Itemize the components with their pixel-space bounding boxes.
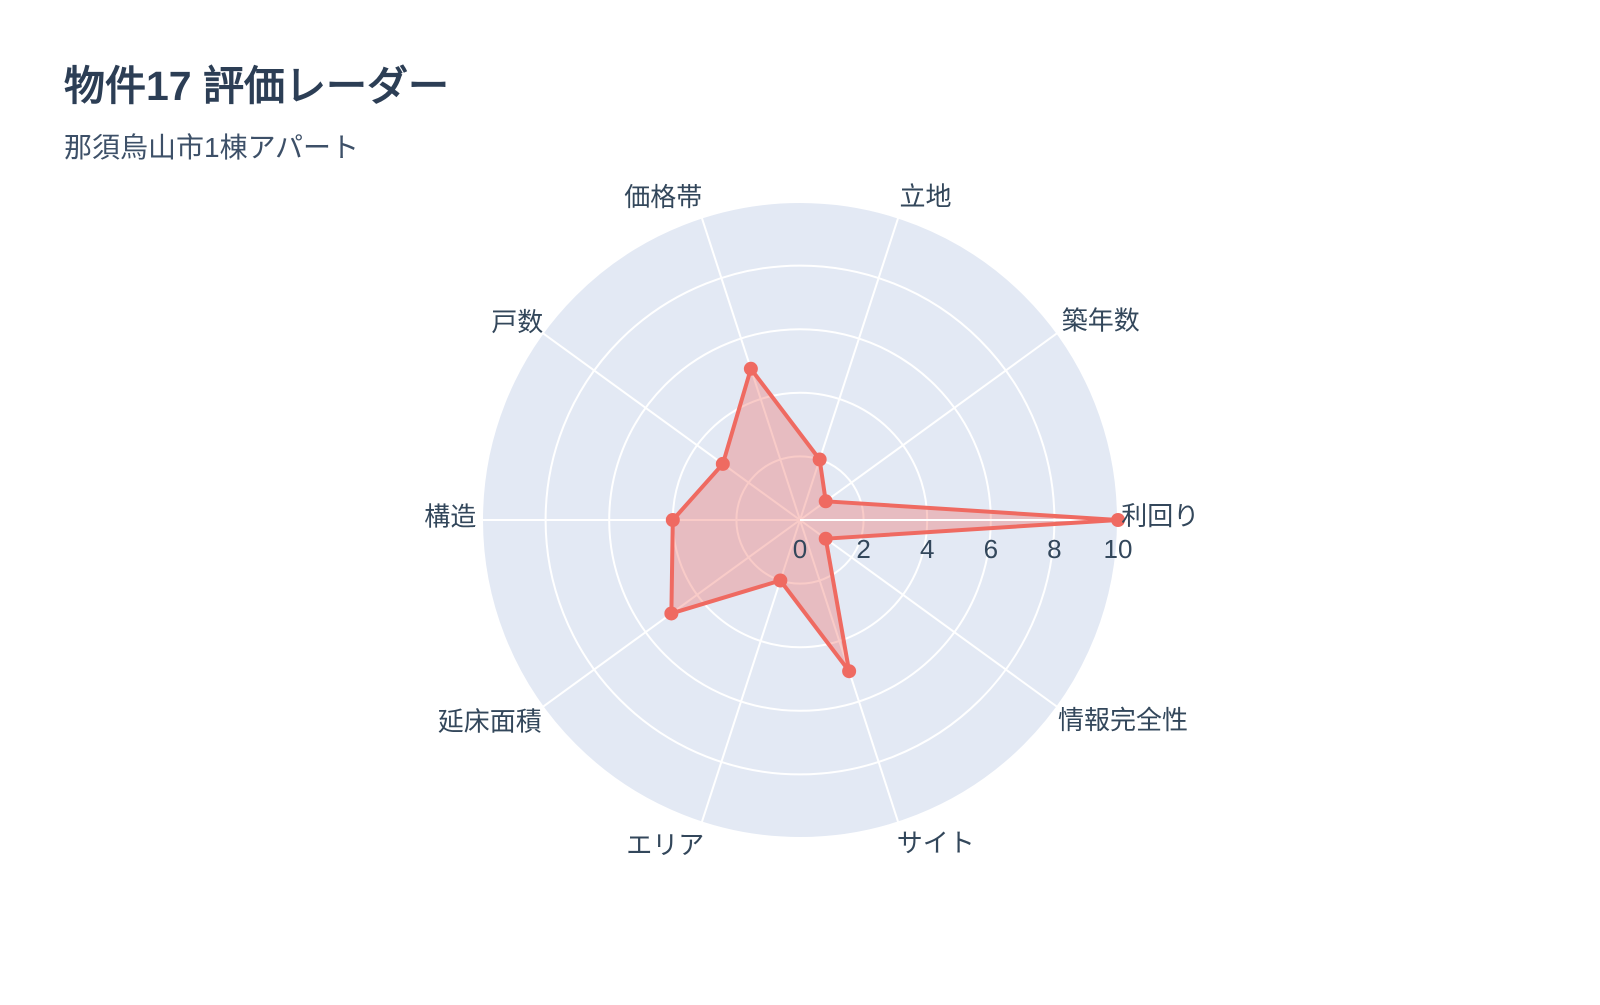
svg-text:築年数: 築年数 xyxy=(1062,305,1140,335)
svg-text:延床面積: 延床面積 xyxy=(438,706,542,736)
svg-text:4: 4 xyxy=(920,534,934,564)
svg-text:価格帯: 価格帯 xyxy=(624,182,702,212)
svg-text:利回り: 利回り xyxy=(1121,501,1199,531)
svg-text:サイト: サイト xyxy=(897,828,975,858)
svg-text:構造: 構造 xyxy=(424,502,476,532)
svg-text:10: 10 xyxy=(1104,534,1133,564)
svg-text:2: 2 xyxy=(856,534,870,564)
svg-text:立地: 立地 xyxy=(899,181,951,211)
svg-text:6: 6 xyxy=(984,534,998,564)
svg-text:0: 0 xyxy=(793,534,807,564)
svg-text:情報完全性: 情報完全性 xyxy=(1058,705,1188,735)
svg-text:戸数: 戸数 xyxy=(491,307,543,337)
svg-text:エリア: エリア xyxy=(626,830,704,860)
svg-text:8: 8 xyxy=(1047,534,1061,564)
